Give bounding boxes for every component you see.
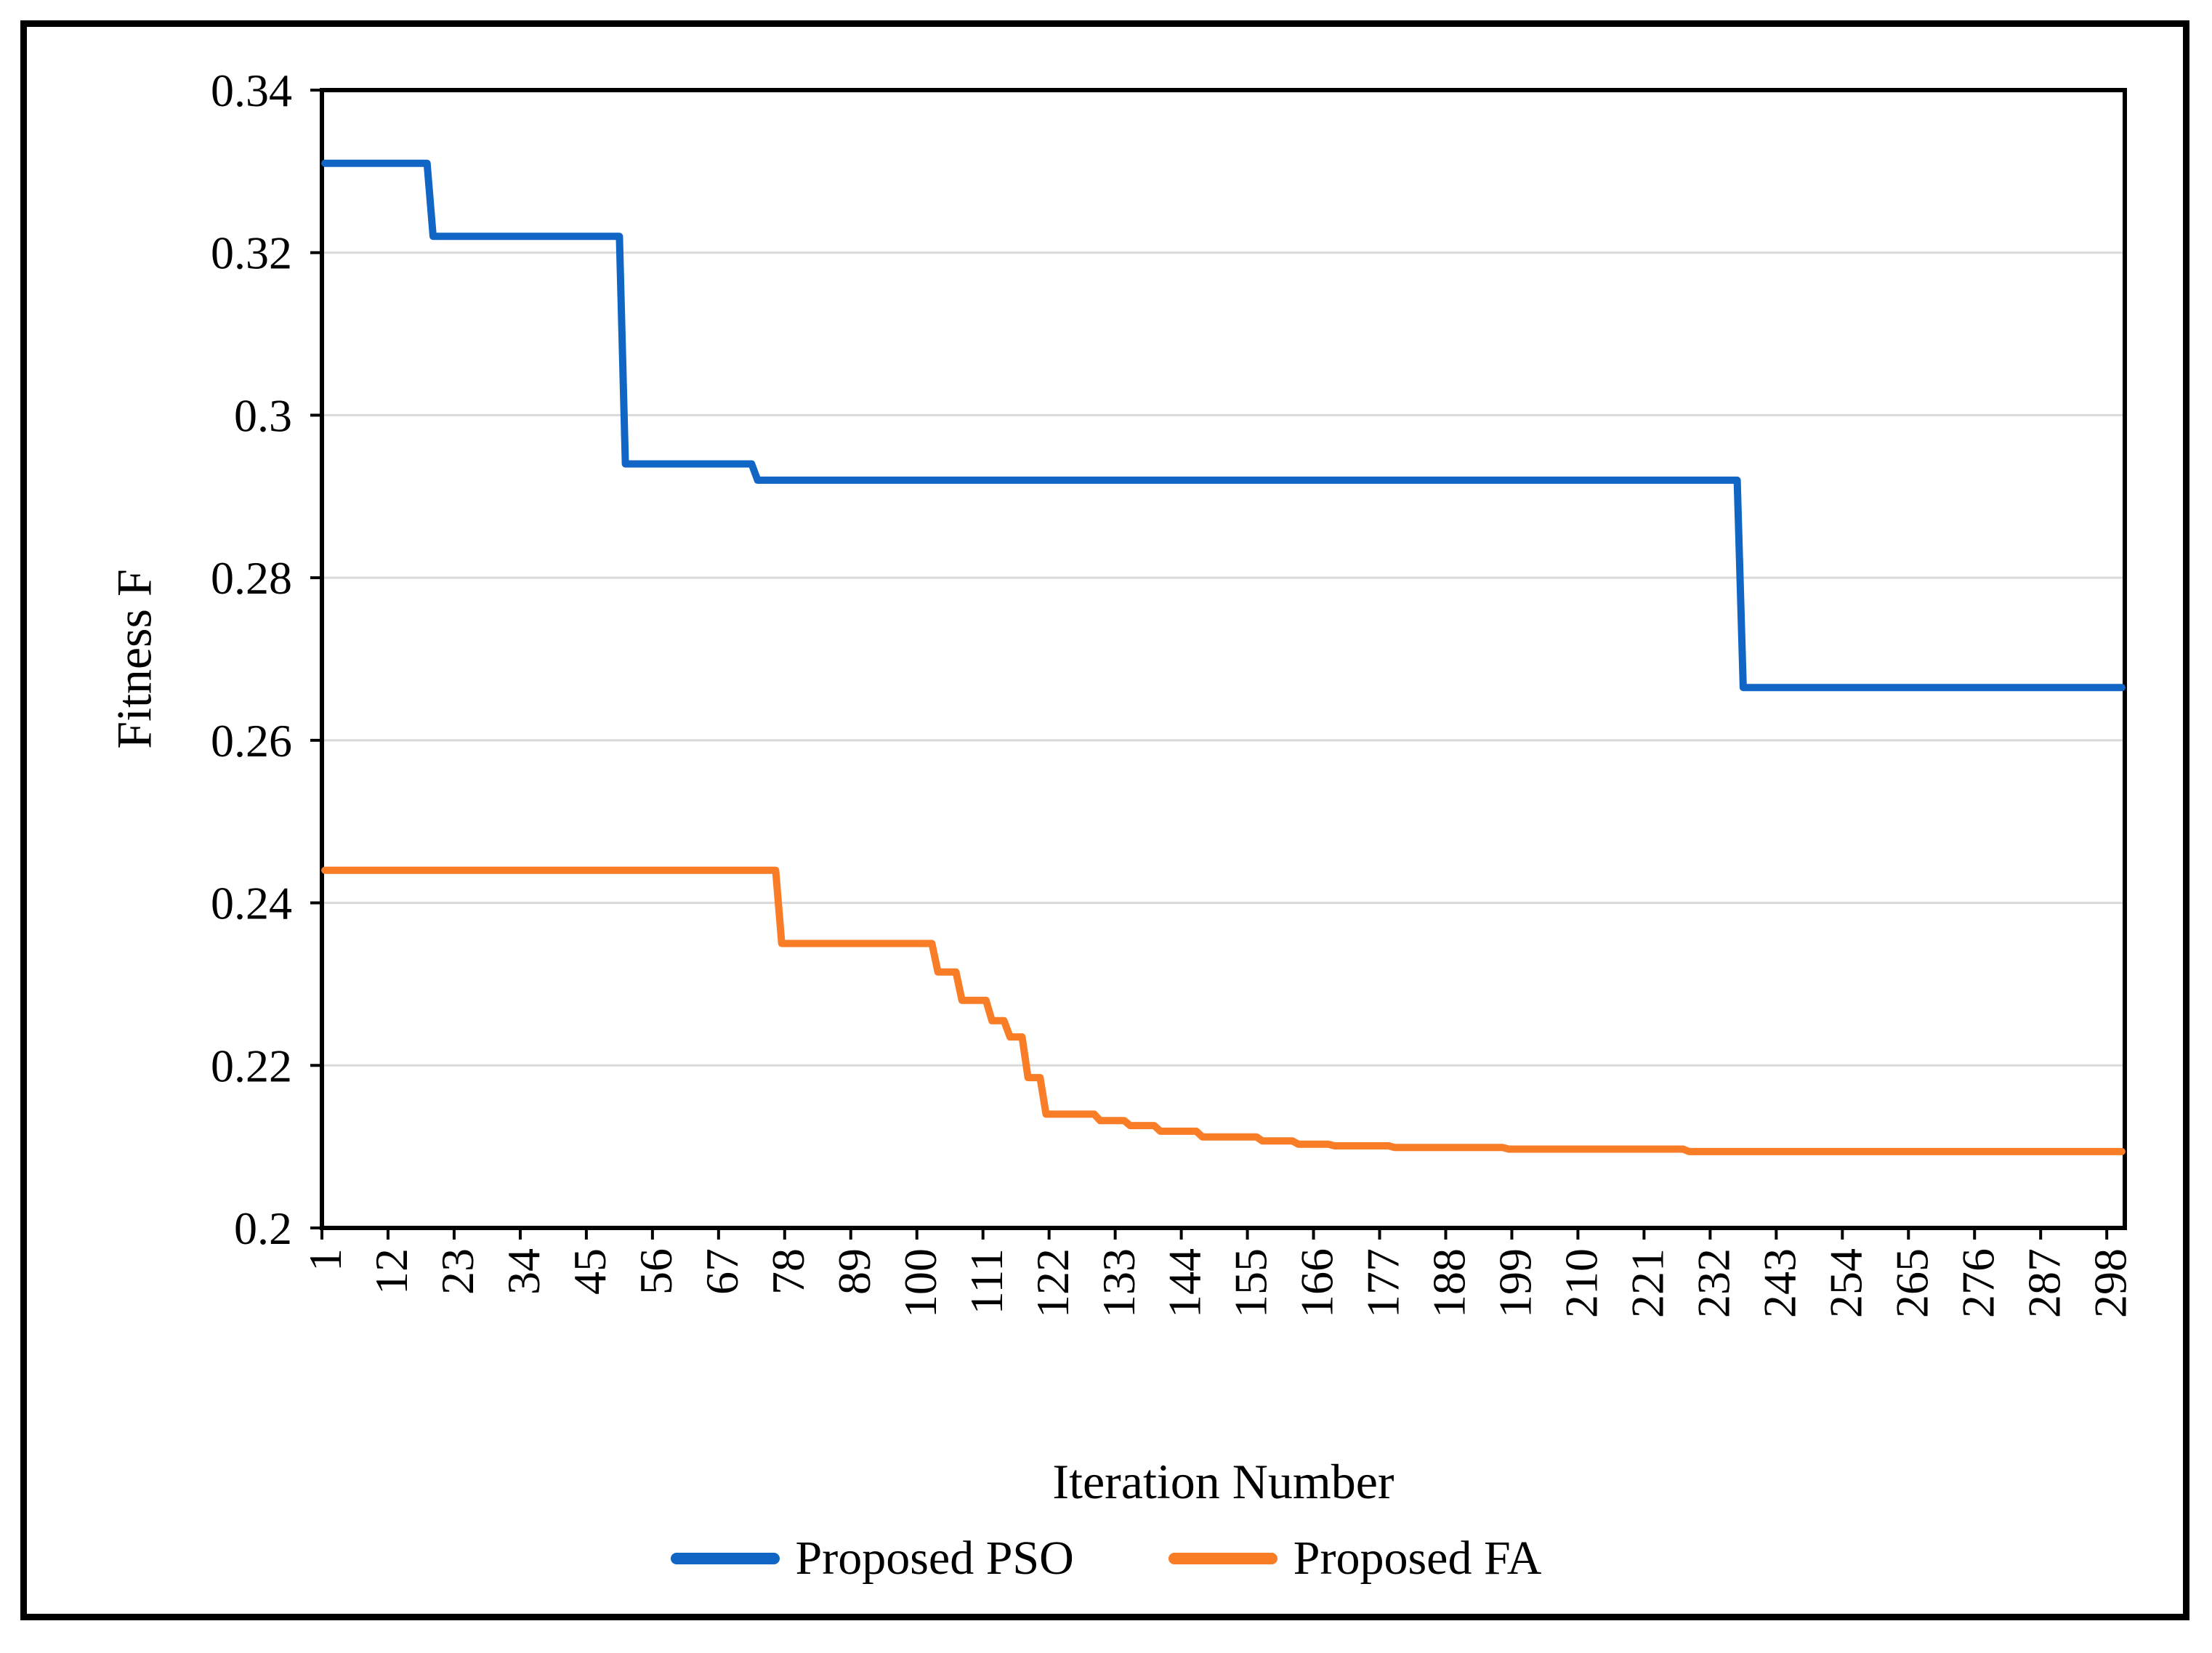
- x-tick-label: 45: [564, 1248, 615, 1295]
- x-tick-label: 199: [1490, 1248, 1541, 1318]
- x-axis-title: Iteration Number: [1052, 1454, 1394, 1509]
- x-tick-label: 100: [895, 1248, 946, 1318]
- x-tick-label: 67: [696, 1248, 748, 1295]
- x-tick-label: 23: [432, 1248, 483, 1295]
- x-tick-label: 243: [1753, 1248, 1805, 1318]
- x-tick-label: 188: [1424, 1248, 1475, 1318]
- x-tick-label: 78: [762, 1248, 814, 1295]
- pso-line: [321, 159, 2126, 692]
- y-tick-label: 0.26: [211, 715, 292, 767]
- y-tick-label: 0.3: [234, 389, 292, 441]
- fa-line: [321, 866, 2126, 1155]
- x-tick-label: 1: [299, 1248, 351, 1272]
- x-tick-label: 133: [1093, 1248, 1145, 1318]
- y-tick-label: 0.24: [211, 878, 292, 929]
- pso-line-swatch: [670, 1553, 780, 1564]
- y-tick-label: 0.34: [211, 65, 292, 116]
- fa-line-swatch: [1168, 1553, 1277, 1564]
- y-tick-label: 0.2: [234, 1203, 292, 1254]
- x-tick-label: 111: [961, 1248, 1012, 1314]
- x-tick-label: 276: [1952, 1248, 2003, 1318]
- x-tick-label: 12: [366, 1248, 417, 1295]
- x-tick-label: 254: [1820, 1248, 1871, 1318]
- x-tick-label: 89: [828, 1248, 880, 1295]
- y-tick-label: 0.22: [211, 1040, 292, 1091]
- y-tick-label: 0.28: [211, 552, 292, 604]
- plot-border: [320, 88, 2127, 1230]
- x-tick-label: 177: [1357, 1248, 1409, 1318]
- legend-item-proposed-pso: Proposed PSO: [670, 1532, 1074, 1585]
- legend-item-proposed-fa: Proposed FA: [1168, 1532, 1542, 1585]
- x-tick-label: 287: [2018, 1248, 2070, 1318]
- x-tick-label: 221: [1622, 1248, 1674, 1318]
- x-tick-label: 34: [498, 1248, 549, 1295]
- y-tick-label: 0.32: [211, 227, 292, 279]
- x-tick-label: 232: [1688, 1248, 1740, 1318]
- y-axis-title: Fitness F: [106, 569, 162, 749]
- x-tick-label: 210: [1556, 1248, 1607, 1318]
- figure-border: [20, 20, 2189, 1620]
- fa-legend-label: Proposed FA: [1293, 1532, 1542, 1585]
- x-tick-label: 155: [1225, 1248, 1277, 1318]
- x-tick-label: 56: [630, 1248, 682, 1295]
- x-tick-label: 122: [1027, 1248, 1078, 1318]
- pso-legend-label: Proposed PSO: [795, 1532, 1074, 1585]
- x-tick-label: 166: [1291, 1248, 1343, 1318]
- legend: Proposed PSO Proposed FA: [0, 1535, 2212, 1583]
- x-tick-label: 298: [2084, 1248, 2136, 1318]
- x-tick-label: 265: [1886, 1248, 1937, 1318]
- x-tick-label: 144: [1159, 1248, 1211, 1318]
